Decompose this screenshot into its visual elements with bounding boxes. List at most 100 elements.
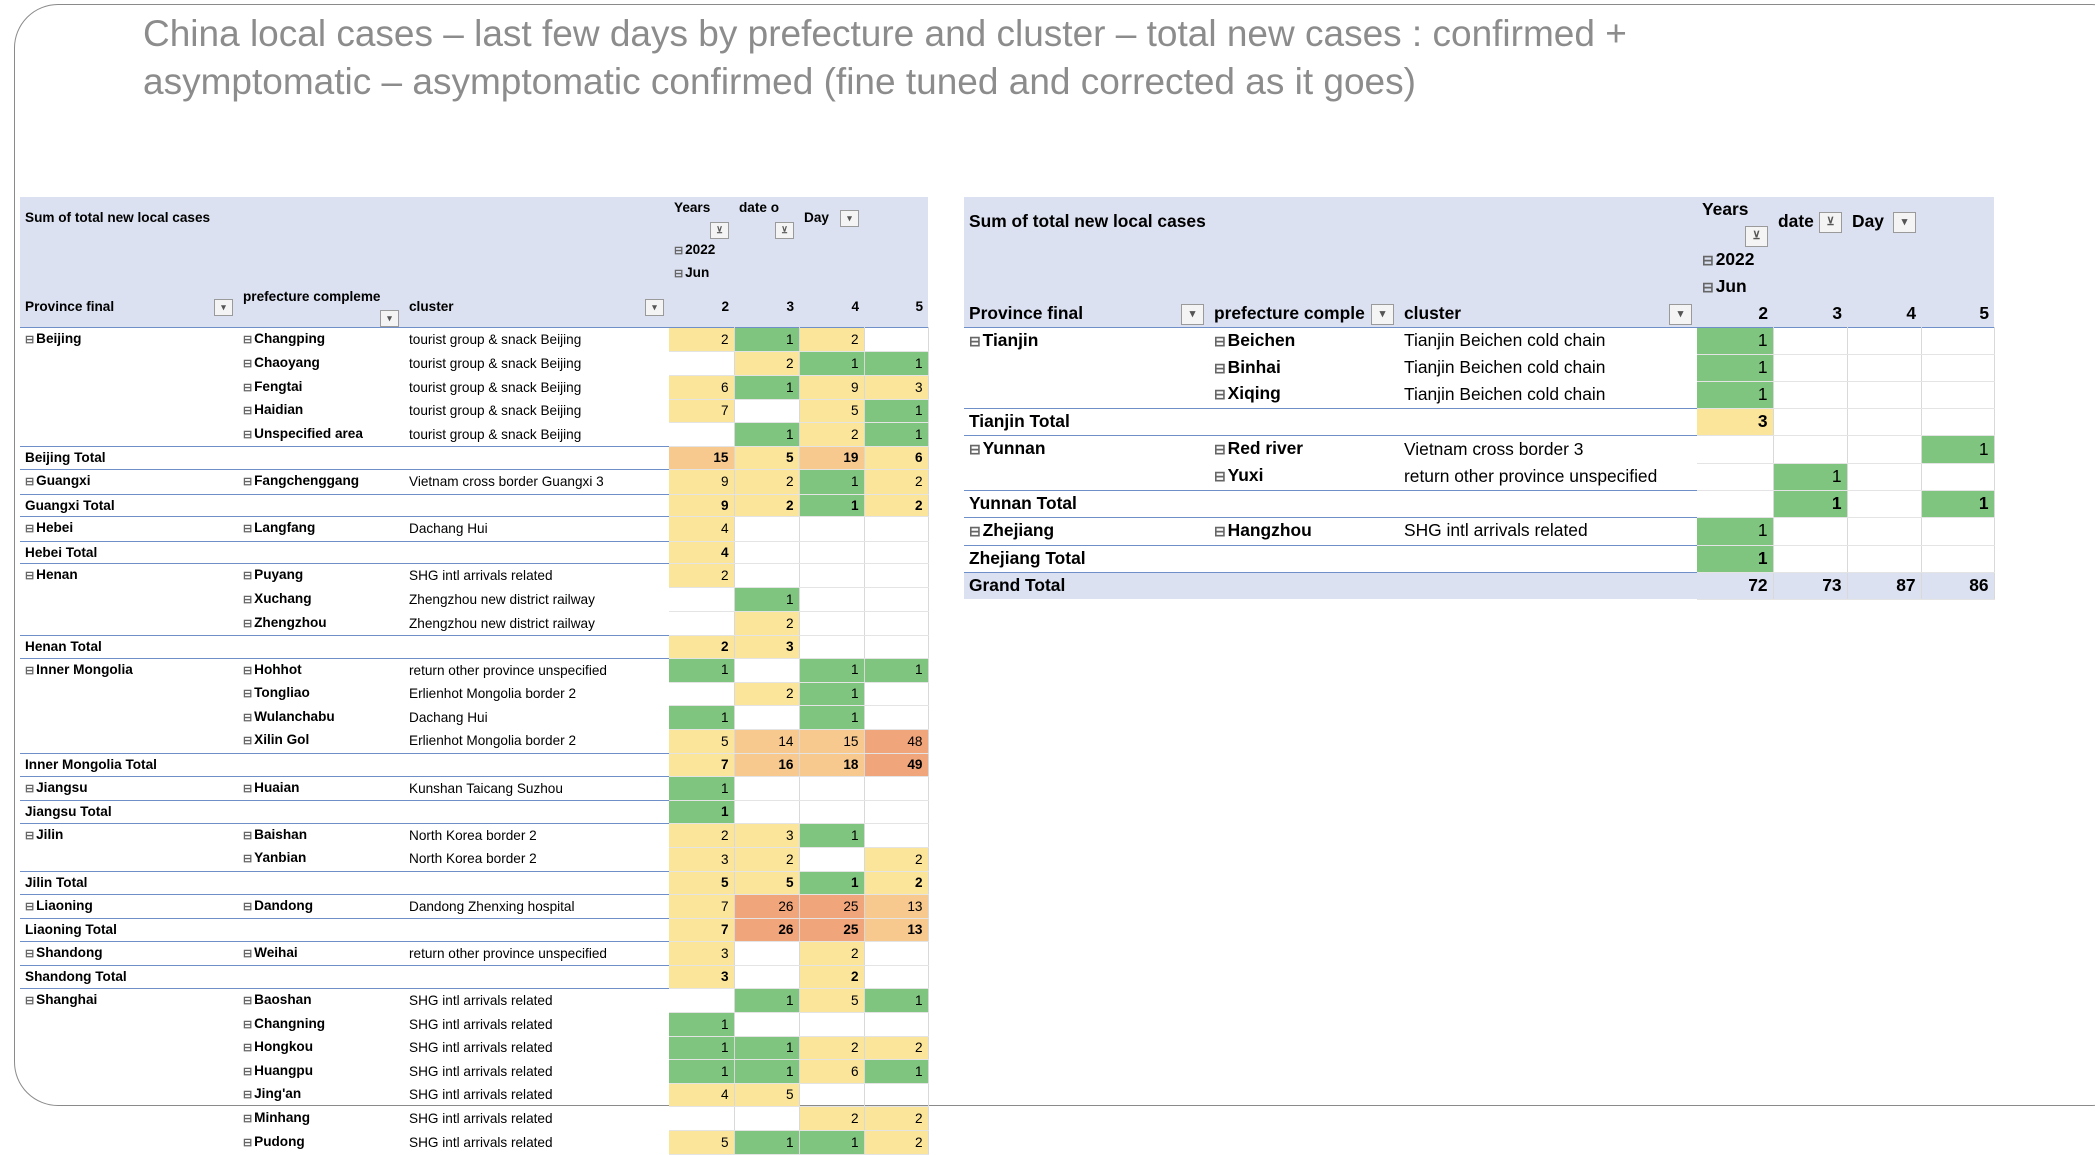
day-column-header[interactable]: 5 (1921, 300, 1995, 328)
collapse-icon[interactable]: ⊟ (243, 593, 253, 606)
prefecture-cell[interactable]: ⊟ Fangchenggang (238, 468, 404, 495)
prefecture-cell[interactable]: ⊟ Weihai (238, 940, 404, 966)
prefecture-cell[interactable]: ⊟ Puyang (238, 563, 404, 588)
day-column-header[interactable]: 2 (669, 285, 734, 328)
collapse-icon[interactable]: ⊟ (1214, 386, 1226, 403)
filter-icon[interactable]: ⊻ (1819, 212, 1843, 233)
day-column-header[interactable]: 4 (1847, 300, 1922, 328)
collapse-icon[interactable]: ⊟ (1702, 278, 1714, 295)
collapse-icon[interactable]: ⊟ (243, 664, 253, 677)
prefecture-cell[interactable]: ⊟ Hangzhou (1209, 516, 1399, 546)
day-column-header[interactable]: 4 (799, 285, 864, 328)
collapse-icon[interactable]: ⊟ (243, 381, 253, 394)
prefecture-cell[interactable]: ⊟ Huangpu (238, 1060, 404, 1084)
dropdown-icon[interactable]: ▾ (1181, 303, 1204, 325)
prefecture-cell[interactable]: ⊟ Fengtai (238, 376, 404, 400)
province-cell[interactable]: ⊟ Jiangsu (20, 775, 238, 801)
dropdown-icon[interactable]: ▾ (840, 210, 859, 227)
collapse-icon[interactable]: ⊟ (25, 900, 35, 913)
prefecture-cell[interactable]: ⊟ Yuxi (1209, 463, 1399, 490)
province-cell[interactable]: ⊟ Hebei (20, 516, 238, 542)
prefecture-cell[interactable]: ⊟ Changping (238, 327, 404, 352)
collapse-icon[interactable]: ⊟ (243, 853, 253, 866)
date-filter[interactable]: date o ⊻ (734, 197, 799, 239)
collapse-icon[interactable]: ⊟ (243, 617, 253, 630)
collapse-icon[interactable]: ⊟ (1214, 332, 1226, 349)
province-cell[interactable]: ⊟ Shandong (20, 940, 238, 966)
collapse-icon[interactable]: ⊟ (25, 334, 35, 347)
day-column-header[interactable]: 2 (1697, 300, 1774, 328)
dropdown-icon[interactable]: ▾ (1371, 303, 1394, 325)
prefecture-header[interactable]: prefecture comple ▾ (1209, 300, 1399, 328)
cluster-header[interactable]: cluster ▾ (1399, 300, 1698, 328)
day-filter[interactable]: Day ▾ (1847, 197, 1922, 247)
province-cell[interactable]: ⊟ Henan (20, 563, 238, 588)
prefecture-cell[interactable]: ⊟ Tongliao (238, 682, 404, 706)
province-cell[interactable]: ⊟ Beijing (20, 327, 238, 352)
collapse-icon[interactable]: ⊟ (243, 947, 253, 960)
collapse-icon[interactable]: ⊟ (969, 332, 981, 349)
collapse-icon[interactable]: ⊟ (243, 782, 253, 795)
province-cell[interactable]: ⊟ Tianjin (964, 326, 1209, 355)
prefecture-cell[interactable]: ⊟ Baoshan (238, 987, 404, 1013)
prefecture-cell[interactable]: ⊟ Hohhot (238, 657, 404, 683)
collapse-icon[interactable]: ⊟ (25, 995, 35, 1007)
date-filter[interactable]: date ⊻ (1773, 197, 1848, 247)
province-header[interactable]: Province final ▾ (20, 285, 238, 328)
collapse-icon[interactable]: ⊟ (243, 1089, 253, 1102)
dropdown-icon[interactable]: ▾ (380, 310, 399, 328)
month-group[interactable]: ⊟ Jun (669, 262, 928, 286)
prefecture-cell[interactable]: ⊟ Pudong (238, 1131, 404, 1155)
collapse-icon[interactable]: ⊟ (674, 268, 684, 281)
prefecture-cell[interactable]: ⊟ Zhengzhou (238, 612, 404, 636)
prefecture-cell[interactable]: ⊟ Wulanchabu (238, 706, 404, 730)
day-column-header[interactable]: 3 (734, 285, 799, 328)
collapse-icon[interactable]: ⊟ (1214, 522, 1226, 539)
prefecture-cell[interactable]: ⊟ Binhai (1209, 355, 1399, 382)
collapse-icon[interactable]: ⊟ (243, 688, 253, 701)
collapse-icon[interactable]: ⊟ (243, 1136, 253, 1149)
prefecture-cell[interactable]: ⊟ Xilin Gol (238, 729, 404, 753)
collapse-icon[interactable]: ⊟ (243, 1018, 253, 1031)
collapse-icon[interactable]: ⊟ (1214, 441, 1226, 458)
province-cell[interactable]: ⊟ Jilin (20, 822, 238, 848)
collapse-icon[interactable]: ⊟ (243, 475, 253, 488)
collapse-icon[interactable]: ⊟ (1702, 251, 1714, 268)
province-header[interactable]: Province final ▾ (964, 300, 1209, 328)
filter-icon[interactable]: ⊻ (775, 221, 794, 239)
dropdown-icon[interactable]: ▾ (1893, 212, 1917, 233)
province-cell[interactable]: ⊟ Shanghai (20, 987, 238, 1013)
year-group[interactable]: ⊟ 2022 (669, 238, 928, 263)
province-cell[interactable]: ⊟ Yunnan (964, 435, 1209, 464)
prefecture-cell[interactable]: ⊟ Huaian (238, 775, 404, 801)
collapse-icon[interactable]: ⊟ (243, 1065, 253, 1078)
years-filter[interactable]: Years ⊻ (1697, 197, 1774, 247)
dropdown-icon[interactable]: ▾ (1669, 303, 1693, 325)
collapse-icon[interactable]: ⊟ (243, 428, 253, 441)
filter-icon[interactable]: ⊻ (1745, 225, 1769, 247)
collapse-icon[interactable]: ⊟ (243, 405, 253, 418)
province-cell[interactable]: ⊟ Liaoning (20, 893, 238, 919)
collapse-icon[interactable]: ⊟ (969, 522, 981, 539)
prefecture-cell[interactable]: ⊟ Xuchang (238, 588, 404, 612)
collapse-icon[interactable]: ⊟ (25, 782, 35, 795)
prefecture-cell[interactable]: ⊟ Chaoyang (238, 352, 404, 376)
day-filter[interactable]: Day ▾ (799, 197, 864, 239)
cluster-header[interactable]: cluster ▾ (404, 285, 669, 328)
collapse-icon[interactable]: ⊟ (25, 829, 35, 842)
prefecture-cell[interactable]: ⊟ Minhang (238, 1107, 404, 1131)
collapse-icon[interactable]: ⊟ (243, 829, 253, 842)
collapse-icon[interactable]: ⊟ (1214, 359, 1226, 376)
prefecture-cell[interactable]: ⊟ Unspecified area (238, 423, 404, 447)
month-group[interactable]: ⊟ Jun (1697, 273, 1995, 301)
collapse-icon[interactable]: ⊟ (243, 995, 253, 1007)
province-cell[interactable]: ⊟ Guangxi (20, 468, 238, 495)
prefecture-cell[interactable]: ⊟ Changning (238, 1013, 404, 1037)
collapse-icon[interactable]: ⊟ (969, 441, 981, 458)
prefecture-cell[interactable]: ⊟ Haidian (238, 399, 404, 423)
dropdown-icon[interactable]: ▾ (214, 298, 233, 316)
prefecture-cell[interactable]: ⊟ Dandong (238, 893, 404, 919)
collapse-icon[interactable]: ⊟ (25, 523, 35, 536)
day-column-header[interactable]: 5 (864, 285, 928, 328)
collapse-icon[interactable]: ⊟ (243, 900, 253, 913)
